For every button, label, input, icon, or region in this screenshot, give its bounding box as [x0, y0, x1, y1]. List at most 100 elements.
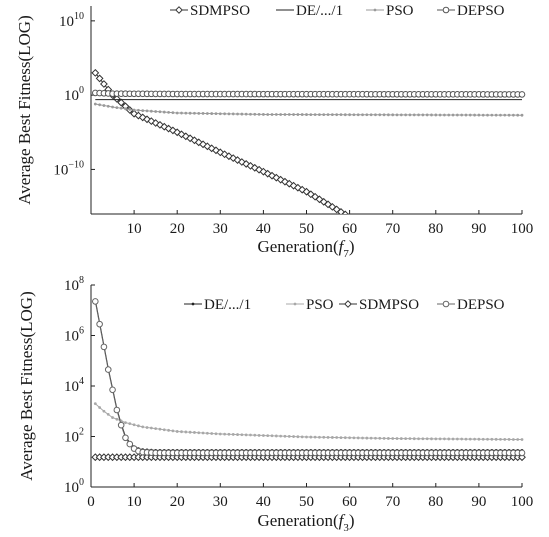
data-point-pso [417, 437, 420, 441]
x-tick-label: 30 [213, 221, 228, 237]
data-point-pso [460, 437, 464, 441]
data-point-pso [257, 112, 261, 116]
data-point-pso [162, 110, 166, 114]
data-point-pso [262, 434, 265, 437]
y-tick-label: 106 [64, 326, 84, 345]
data-point-pso [455, 113, 459, 117]
legend-item-sdmpso: SDMPSO [339, 297, 419, 313]
data-point-pso [408, 113, 412, 117]
y-tick-label: 108 [64, 275, 84, 294]
data-point-pso [455, 437, 459, 441]
data-point-sdmpso [168, 126, 177, 135]
data-point-pso [287, 434, 291, 438]
data-point-depso [109, 386, 116, 394]
data-point-pso [93, 402, 97, 406]
data-point-pso [292, 435, 295, 438]
data-point-sdmpso [203, 142, 212, 151]
data-point-pso [223, 432, 227, 436]
data-point-pso [124, 421, 127, 425]
data-point-pso [412, 437, 416, 441]
data-point-pso [330, 113, 334, 117]
data-point-pso [257, 433, 261, 437]
x-tick-label: 90 [471, 221, 486, 237]
x-tick-label: 100 [511, 494, 534, 510]
data-point-pso [386, 437, 390, 440]
data-point-pso [335, 113, 339, 117]
data-point-pso [210, 112, 214, 115]
x-tick-label: 50 [299, 221, 314, 237]
data-point-pso [119, 106, 123, 110]
legend-item-depso: DEPSO [437, 3, 505, 19]
data-point-pso [205, 112, 209, 115]
data-point-pso [486, 113, 489, 117]
data-point-pso [343, 113, 347, 117]
data-point-pso [309, 435, 313, 439]
y-tick-label: 100 [64, 477, 84, 496]
data-point-pso [149, 109, 153, 113]
data-point-pso [339, 113, 343, 117]
data-point-pso [188, 430, 192, 434]
data-point-sdmpso [281, 177, 289, 186]
data-point-pso [412, 113, 416, 117]
data-point-pso [240, 433, 244, 437]
data-point-pso [399, 113, 403, 117]
data-point-pso [369, 113, 373, 117]
data-point-pso [300, 435, 304, 439]
data-point-pso [270, 113, 274, 116]
legend-marker-pso [293, 302, 297, 306]
x-tick-label: 70 [385, 494, 400, 510]
data-point-sdmpso [100, 80, 108, 88]
data-point-pso [330, 436, 334, 439]
data-point-pso [175, 111, 179, 115]
data-point-pso [516, 438, 520, 441]
data-point-pso [244, 433, 248, 437]
data-point-pso [171, 111, 175, 115]
legend-item-sdmpso: SDMPSO [170, 3, 250, 19]
data-point-depso [104, 366, 112, 373]
series-line-pso [95, 103, 523, 116]
data-point-pso [154, 427, 158, 431]
legend-marker-sdmpso [344, 300, 352, 308]
data-point-pso [313, 435, 317, 439]
data-point-pso [145, 109, 149, 113]
data-point-sdmpso [298, 185, 307, 194]
data-point-pso [244, 112, 248, 116]
data-point-pso [374, 113, 377, 117]
data-point-sdmpso [147, 117, 156, 126]
data-point-pso [141, 425, 145, 429]
x-tick-label: 60 [342, 221, 357, 237]
data-point-pso [266, 434, 270, 438]
data-point-pso [486, 437, 489, 441]
legend-marker-de-1 [191, 302, 195, 306]
data-point-pso [132, 108, 136, 112]
series-line-pso [94, 403, 523, 441]
data-point-pso [326, 113, 330, 117]
series-pso [93, 402, 524, 441]
data-point-pso [214, 432, 218, 436]
y-tick-label: 10−10 [53, 159, 84, 178]
data-point-sdmpso [263, 169, 272, 178]
data-point-pso [98, 103, 102, 107]
series-line-de-1 [94, 300, 522, 451]
data-point-pso [481, 437, 485, 441]
x-tick-label: 10 [127, 221, 142, 237]
data-point-pso [378, 436, 382, 440]
data-point-pso [318, 435, 321, 439]
data-point-pso [464, 113, 468, 117]
data-point-pso [249, 433, 252, 437]
data-point-sdmpso [190, 136, 199, 145]
data-point-pso [494, 113, 498, 117]
series-sdmpso [91, 68, 351, 214]
data-point-pso [180, 430, 183, 434]
data-point-sdmpso [216, 148, 225, 157]
data-point-pso [352, 436, 356, 440]
data-point-sdmpso [173, 128, 182, 137]
legend-label-pso: PSO [386, 3, 414, 19]
data-point-pso [193, 111, 196, 115]
data-point-pso [197, 431, 201, 435]
data-point-pso [274, 113, 278, 116]
data-point-pso [421, 113, 425, 117]
data-point-pso [158, 427, 162, 431]
data-point-pso [507, 438, 511, 441]
